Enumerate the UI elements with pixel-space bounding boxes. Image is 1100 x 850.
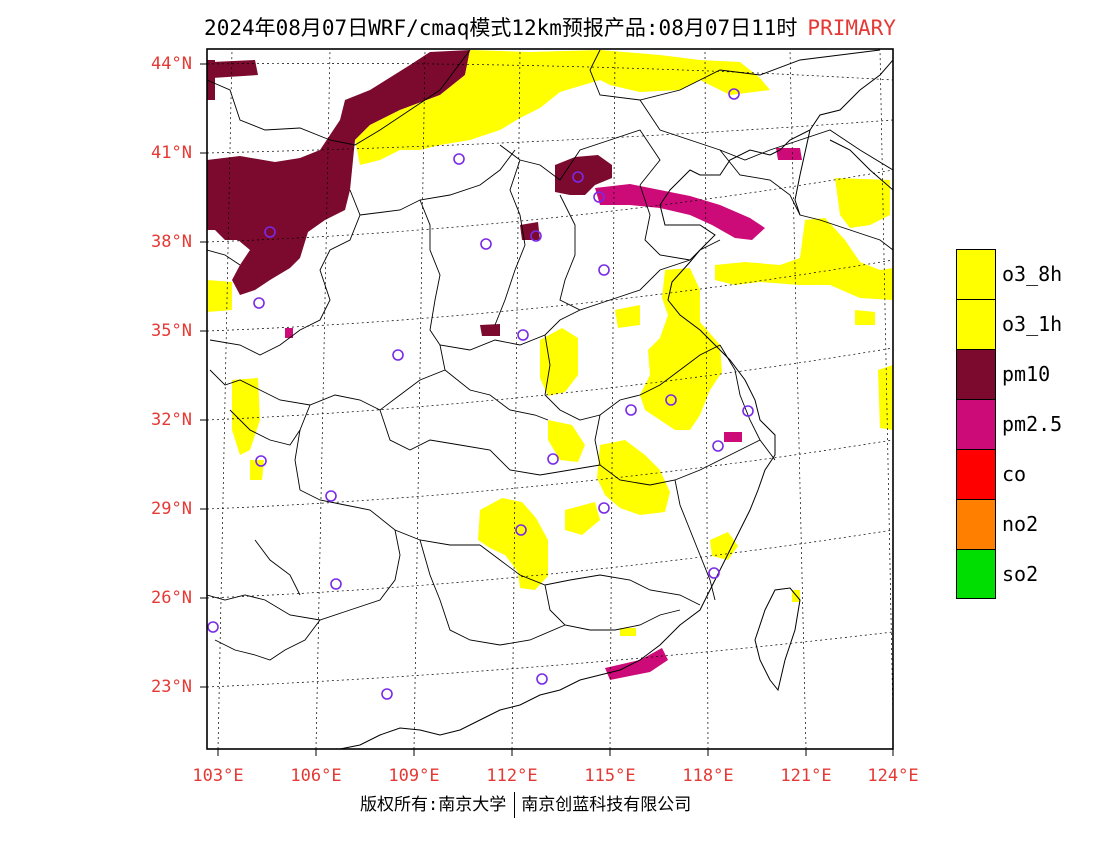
station-markers [207, 88, 754, 700]
legend-label: pm2.5 [1002, 412, 1063, 436]
lat-label-23n: 23°N [151, 677, 192, 697]
graticule [207, 49, 893, 749]
legend-swatch [956, 449, 996, 499]
legend-label: o3_8h [1002, 262, 1063, 286]
lat-label-32n: 32°N [151, 410, 192, 430]
lon-label-118e: 118°E [682, 766, 734, 786]
coastline [339, 59, 893, 749]
lon-label-124e: 124°E [867, 766, 919, 786]
legend-label: so2 [1002, 562, 1039, 586]
copyright-company: 南京创蓝科技有限公司 [521, 795, 692, 815]
legend-label: o3_1h [1002, 312, 1063, 336]
title-tag: PRIMARY [807, 16, 896, 40]
lon-label-103e: 103°E [192, 766, 244, 786]
copyright-owner: 版权所有:南京大学 [360, 795, 507, 815]
lon-label-112e: 112°E [486, 766, 538, 786]
lat-label-44n: 44°N [151, 54, 192, 74]
legend-swatch [956, 349, 996, 399]
copyright-footer: 版权所有:南京大学 南京创蓝科技有限公司 [360, 790, 691, 818]
legend-swatch [956, 499, 996, 549]
footer-divider [514, 792, 516, 818]
lon-label-115e: 115°E [584, 766, 636, 786]
map-title: 2024年08月07日WRF/cmaq模式12km预报产品:08月07日11时 P… [0, 12, 1100, 42]
title-text: 2024年08月07日WRF/cmaq模式12km预报产品:08月07日11时 [204, 16, 798, 40]
lon-label-109e: 109°E [388, 766, 440, 786]
legend-label: co [1002, 462, 1027, 486]
lat-label-26n: 26°N [151, 588, 192, 608]
lat-label-38n: 38°N [151, 232, 192, 252]
lon-label-121e: 121°E [780, 766, 832, 786]
lat-label-29n: 29°N [151, 499, 192, 519]
legend-label: no2 [1002, 512, 1039, 536]
o3-regions [207, 50, 893, 636]
lat-label-41n: 41°N [151, 143, 192, 163]
legend-swatch [956, 299, 996, 349]
legend-swatch [956, 249, 996, 299]
legend-swatch [956, 549, 996, 599]
legend-label: pm10 [1002, 362, 1051, 386]
pm25-band [285, 148, 802, 680]
lon-label-106e: 106°E [290, 766, 342, 786]
map-frame [206, 48, 894, 750]
lat-label-35n: 35°N [151, 321, 192, 341]
pm10-region-northwest [207, 50, 612, 336]
axis-ticks [200, 63, 894, 756]
province-boundaries [207, 49, 893, 661]
legend-swatch [956, 399, 996, 449]
